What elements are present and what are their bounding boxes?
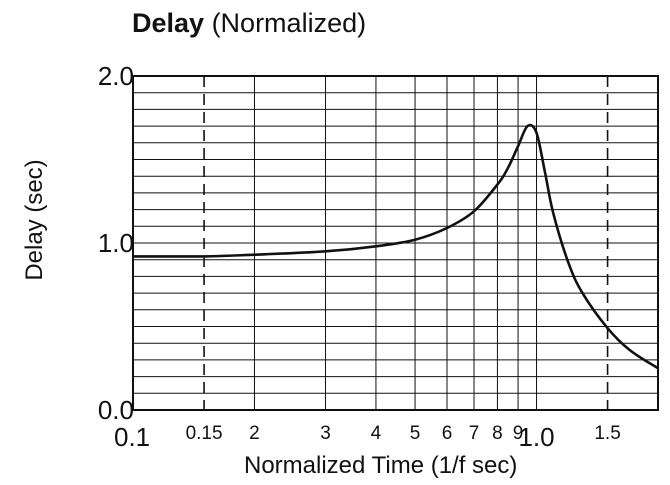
x-tick-label: 4 xyxy=(371,423,382,444)
y-tick-labels: 0.0 1.0 2.0 xyxy=(98,61,134,425)
chart-title: Delay (Normalized) xyxy=(132,8,366,39)
delay-curve xyxy=(132,123,659,370)
x-tick-label: 0.15 xyxy=(186,423,223,444)
curve-layer xyxy=(132,123,659,370)
chart-title-bold: Delay xyxy=(132,8,205,38)
plot-frame xyxy=(132,75,659,411)
x-tick-label: 0.1 xyxy=(114,422,150,452)
x-tick-label: 6 xyxy=(442,423,453,444)
x-tick-label: 8 xyxy=(492,423,503,444)
x-tick-label: 7 xyxy=(469,423,480,444)
x-tick-label: 9 xyxy=(513,423,524,444)
x-tick-label: 3 xyxy=(320,423,331,444)
y-tick-label: 2.0 xyxy=(98,61,134,91)
y-axis-label: Delay (sec) xyxy=(21,159,48,281)
chart-title-rest: (Normalized) xyxy=(204,8,367,38)
y-tick-label: 1.0 xyxy=(98,228,134,258)
x-tick-label: 5 xyxy=(410,423,421,444)
x-axis-label: Normalized Time (1/f sec) xyxy=(244,452,518,479)
x-tick-label: 1.0 xyxy=(518,422,554,452)
x-tick-labels: 0.1 0.15 2 3 4 5 6 7 8 91.0 1.5 xyxy=(114,422,621,452)
x-tick-label: 2 xyxy=(249,423,260,444)
y-tick-label: 0.0 xyxy=(98,395,134,425)
x-tick-label: 1.5 xyxy=(594,423,620,444)
grid xyxy=(133,76,658,410)
